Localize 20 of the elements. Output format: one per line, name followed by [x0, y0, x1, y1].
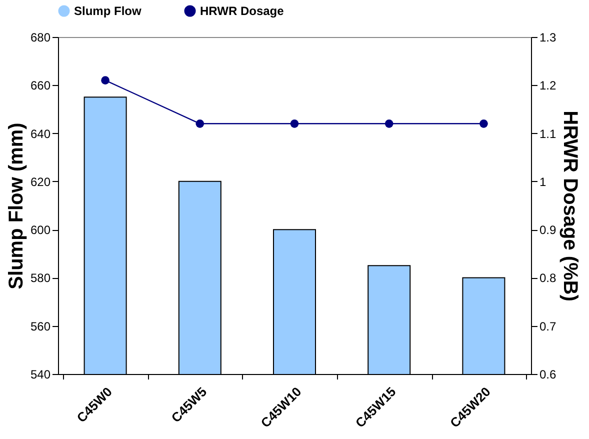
y2-tick-label: 0.8 [540, 271, 557, 286]
y2-tick-label: 1.3 [540, 30, 557, 44]
y2-tick-label: 1.2 [540, 78, 557, 93]
y-tick-label: 580 [30, 271, 51, 286]
y-tick-label: 600 [30, 223, 51, 238]
y2-tick-label: 0.9 [540, 223, 557, 238]
y-tick-label: 680 [30, 30, 51, 44]
legend-label: HRWR Dosage [200, 4, 284, 18]
y-tick-label: 560 [30, 319, 51, 334]
y-tick-label: 660 [30, 78, 51, 93]
y-axis-title: Slump Flow (mm) [5, 122, 28, 290]
legend-label: Slump Flow [74, 4, 142, 18]
y2-tick-label: 0.7 [540, 319, 557, 334]
y-tick-label: 540 [30, 368, 51, 382]
y2-tick-label: 1.1 [540, 126, 557, 141]
y2-axis-title: HRWR Dosage (%B) [559, 110, 582, 302]
y2-tick-label: 1 [540, 174, 546, 189]
y-tick-label: 620 [30, 174, 51, 189]
y2-tick-label: 0.6 [540, 368, 557, 382]
y-tick-label: 640 [30, 126, 51, 141]
